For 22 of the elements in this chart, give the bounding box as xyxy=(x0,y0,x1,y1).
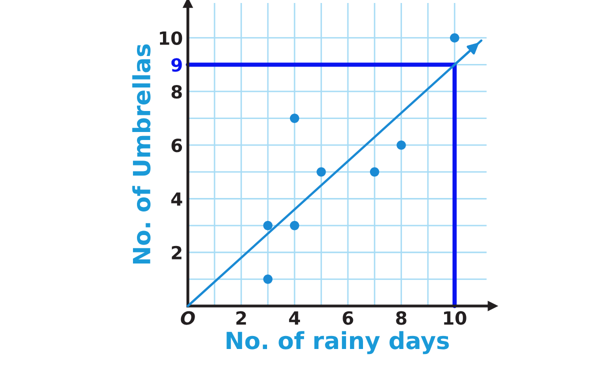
point xyxy=(316,167,326,177)
point xyxy=(396,140,406,150)
x-tick-label: 4 xyxy=(289,311,300,325)
y-axis-title: No. of Umbrellas xyxy=(132,44,151,264)
x-tick-label: 10 xyxy=(444,311,466,325)
point xyxy=(263,220,273,230)
x-tick-label: O xyxy=(180,311,195,325)
point xyxy=(290,220,300,230)
point xyxy=(290,114,300,123)
y-tick-label: 9 xyxy=(171,58,182,72)
y-tick-label: 2 xyxy=(172,246,182,260)
y-tick-label: 8 xyxy=(172,84,182,99)
point xyxy=(263,274,273,284)
point xyxy=(370,167,380,177)
x-tick-label: 2 xyxy=(236,311,246,325)
x-axis-title: No. of rainy days xyxy=(226,331,449,354)
x-tick-label: 8 xyxy=(396,311,406,325)
y-tick-label: 4 xyxy=(171,192,182,206)
y-tick-label: 6 xyxy=(172,138,182,152)
point xyxy=(450,33,460,43)
y-tick-label: 10 xyxy=(160,31,182,45)
x-tick-label: 6 xyxy=(342,311,354,325)
